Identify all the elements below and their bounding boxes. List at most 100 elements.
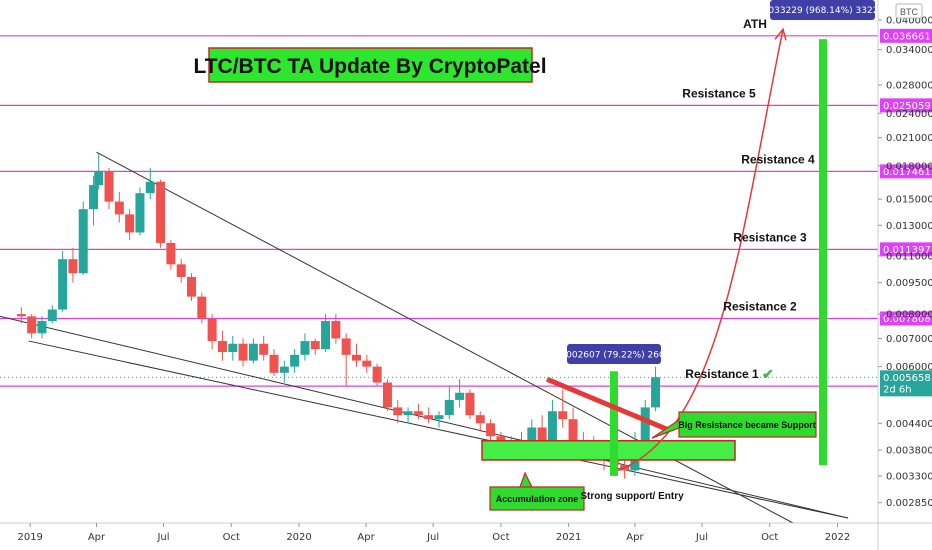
x-tick-label: Apr <box>357 532 375 543</box>
measure-text-large: 0.033229 (968.14%) 33229 <box>760 6 885 16</box>
candle-body <box>125 214 135 233</box>
x-tick-label: 2019 <box>17 532 42 543</box>
projection-arrowhead <box>774 27 787 41</box>
candle-body <box>537 427 547 441</box>
resistance-price-tag <box>880 311 932 326</box>
measure-tooltip-small <box>567 344 661 364</box>
x-tick-label: 2020 <box>286 532 311 543</box>
candle-body <box>259 343 269 355</box>
candle-body <box>362 360 372 367</box>
candle-body <box>341 338 351 355</box>
candle-body <box>78 209 88 274</box>
candle-body <box>187 276 197 297</box>
symbol-badge-text: BTC <box>900 7 919 17</box>
candle-body <box>238 343 248 361</box>
candle-body <box>207 318 217 342</box>
candle-body <box>434 415 444 420</box>
y-tick-label: 0.006000 <box>886 362 932 373</box>
resistance-label: ATH <box>743 17 767 31</box>
x-tick-label: Oct <box>761 532 778 543</box>
candle-body <box>475 415 485 424</box>
x-tick-label: 2021 <box>556 532 581 543</box>
accumulation-callout <box>489 471 585 511</box>
x-tick-label: Jul <box>426 532 439 543</box>
y-tick-label: 0.003300 <box>886 471 932 482</box>
measure-tooltip-large <box>770 0 875 20</box>
resistance-price-text: 0.036661 <box>883 31 931 42</box>
resistance-price-tag <box>880 28 932 43</box>
x-tick-label: Apr <box>88 532 106 543</box>
check-mark-icon: ✔ <box>762 366 774 382</box>
candle-body <box>352 354 362 361</box>
candle-body <box>89 185 99 210</box>
candle-body <box>382 382 392 408</box>
candle-body <box>455 392 465 400</box>
y-tick-label: 0.009500 <box>886 278 932 289</box>
last-price-text: 0.005658 <box>883 373 931 384</box>
candle-body <box>300 341 310 355</box>
candle-body <box>403 411 413 416</box>
candle-body <box>321 321 331 350</box>
candle-body <box>424 415 434 420</box>
candle-body <box>547 411 557 441</box>
y-tick-label: 0.013000 <box>886 221 932 232</box>
y-tick-label: 0.007000 <box>886 334 932 345</box>
y-tick-label: 0.011000 <box>886 251 932 262</box>
candle-body <box>331 321 341 339</box>
resistance-label: Resistance 4 <box>741 152 815 166</box>
resistance-label: Resistance 5 <box>682 86 756 100</box>
candle-body <box>94 170 104 186</box>
candle-body <box>16 314 26 317</box>
candle-body <box>310 341 320 350</box>
candle-body <box>104 170 114 202</box>
candle-body <box>248 343 258 361</box>
resistance-price-text: 0.017461 <box>883 167 931 178</box>
y-tick-label: 0.015000 <box>886 195 932 206</box>
candle-body <box>156 181 166 244</box>
y-tick-label: 0.028000 <box>886 81 932 92</box>
title-box <box>208 47 533 83</box>
candle-body <box>68 259 78 274</box>
candle-body <box>465 392 475 416</box>
candle-body <box>228 343 238 352</box>
resistance-price-text: 0.007808 <box>883 314 931 325</box>
accumulation-label: Accumulation zone <box>496 494 579 504</box>
x-tick-label: Jul <box>156 532 169 543</box>
candle-body <box>58 259 68 310</box>
y-tick-label: 0.008000 <box>886 310 932 321</box>
y-tick-label: 0.040000 <box>886 15 932 26</box>
big-resistance-callout <box>651 411 817 439</box>
resistance-label: Resistance 3 <box>733 230 807 244</box>
candle-body <box>568 419 578 441</box>
candle-body <box>393 407 403 416</box>
symbol-badge <box>895 3 923 19</box>
big-resistance-label: Big Resistance became Support <box>678 420 816 430</box>
candle-body <box>269 354 279 373</box>
candle-body <box>37 321 47 334</box>
candle-body <box>197 296 207 319</box>
candle-body <box>166 243 176 265</box>
y-tick-label: 0.034000 <box>886 45 932 56</box>
candle-body <box>486 423 496 437</box>
x-tick-label: 2022 <box>825 532 850 543</box>
measure-text-small: 0.002607 (79.22%) 2607 <box>558 351 671 361</box>
chart-title: LTC/BTC TA Update By CryptoPatel <box>193 55 546 78</box>
resistance-price-text: 0.025059 <box>883 101 931 112</box>
candle-body <box>640 407 650 441</box>
last-price-countdown: 2d 6h <box>883 384 912 395</box>
resistance-label: Resistance 1 <box>685 367 759 381</box>
candle-body <box>27 316 37 334</box>
candle-body <box>114 201 124 215</box>
candle-body <box>372 366 382 383</box>
accumulation-zone-box <box>481 439 736 461</box>
x-tick-label: Oct <box>492 532 509 543</box>
wedge-lower-line <box>0 315 849 519</box>
resistance-price-tag <box>880 164 932 179</box>
x-tick-label: Jul <box>695 532 708 543</box>
big-resistance-line <box>546 376 669 432</box>
candle-body <box>145 181 155 194</box>
y-tick-label: 0.024000 <box>886 109 932 120</box>
y-tick-label: 0.004400 <box>886 419 932 430</box>
